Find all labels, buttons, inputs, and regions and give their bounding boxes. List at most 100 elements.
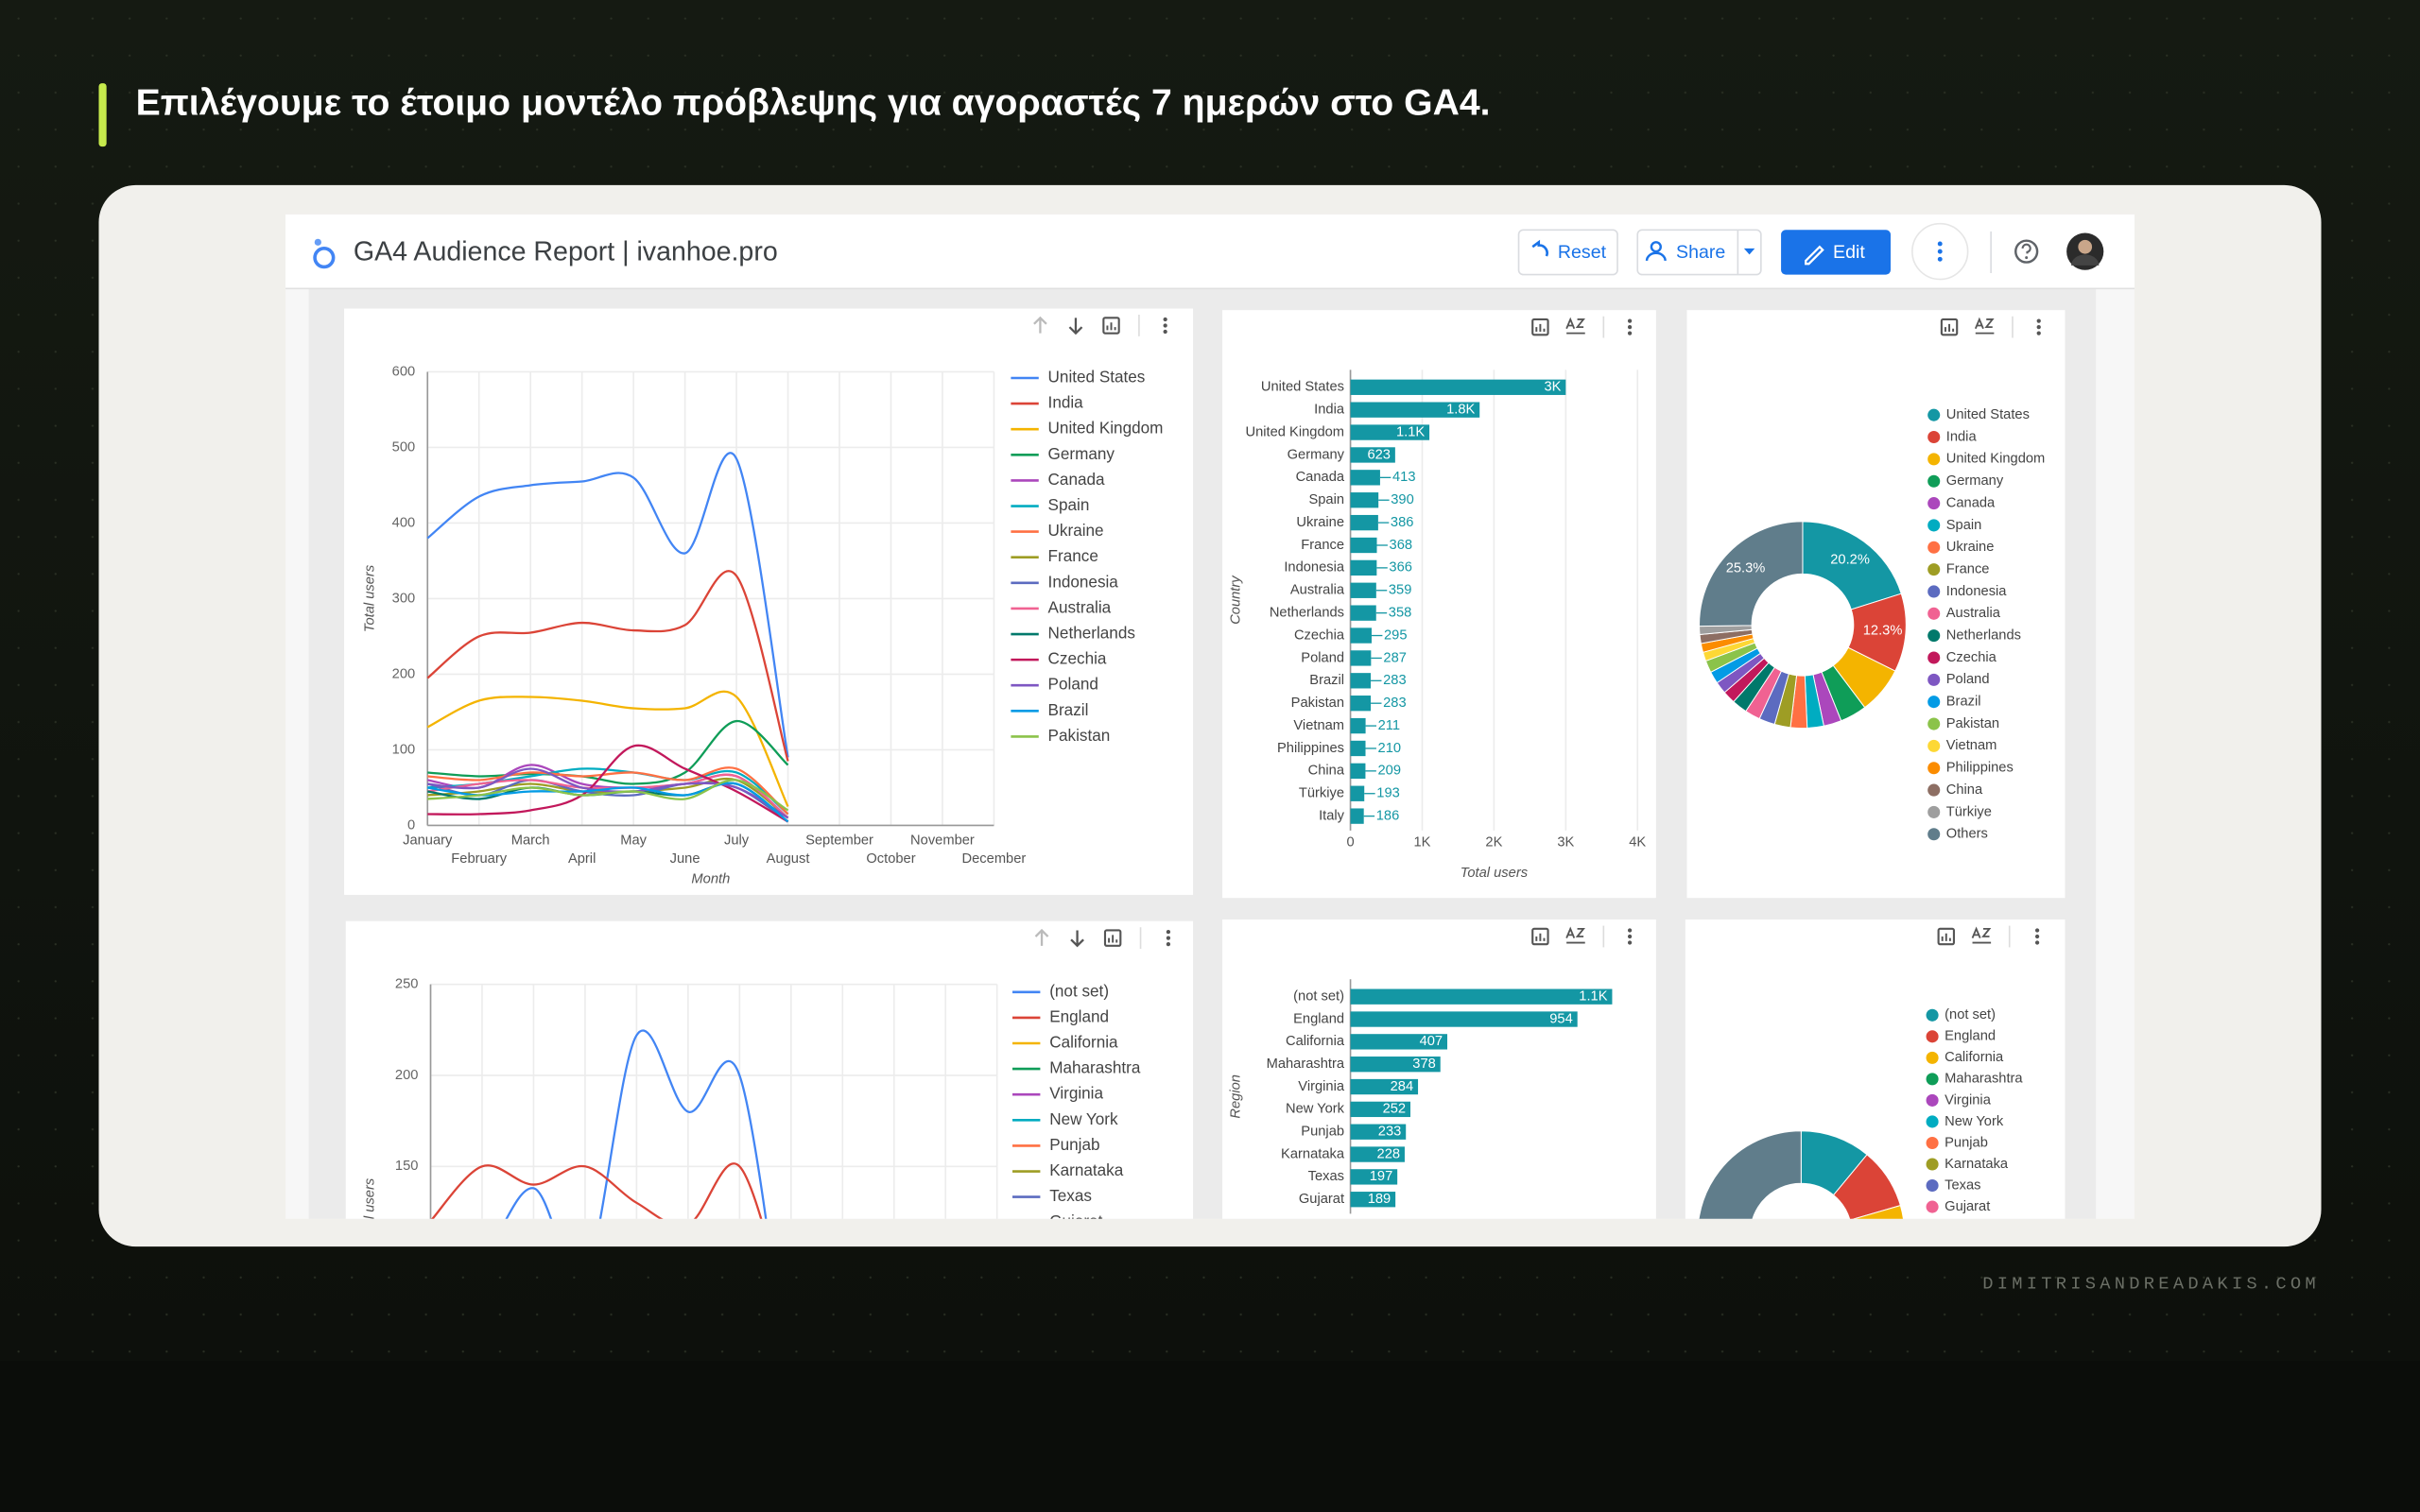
category-label: India: [1314, 403, 1345, 418]
value-label: 1.1K: [1579, 989, 1607, 1005]
category-label: Canada: [1296, 470, 1345, 485]
legend-label: United Kingdom: [1946, 452, 2046, 467]
panel: [345, 920, 1194, 1219]
more-button[interactable]: [1911, 222, 1969, 281]
category-label: China: [1308, 764, 1345, 779]
reset-label[interactable]: Reset: [1558, 242, 1607, 263]
more-icon: [1166, 930, 1171, 935]
legend-label: China: [1946, 782, 1983, 798]
line-series: [427, 766, 789, 816]
legend-label: Türkiye: [1946, 804, 1992, 819]
legend-label: England: [1049, 1006, 1109, 1025]
insights-icon: [1531, 318, 1549, 336]
more-icon: [1163, 323, 1167, 328]
share-label[interactable]: Share: [1676, 242, 1725, 263]
edit-label[interactable]: Edit: [1833, 242, 1865, 263]
insights-icon: [1103, 929, 1122, 947]
bar: [1350, 673, 1372, 689]
bar: [1350, 808, 1364, 824]
legend-label: France: [1048, 546, 1098, 565]
legend-swatch: [1927, 453, 1941, 466]
line-series: [426, 690, 789, 807]
legend-swatch: [1926, 1073, 1939, 1086]
sort-icon: [1070, 930, 1084, 948]
legend-label: Philippines: [1946, 761, 2014, 776]
footer: DIMITRISANDREADAKIS.COM: [1982, 1273, 2320, 1294]
category-label: France: [1301, 538, 1344, 553]
bar: [1350, 1057, 1441, 1073]
category-label: Indonesia: [1284, 560, 1345, 576]
y-axis-title: Country: [1229, 575, 1244, 625]
avatar[interactable]: [2066, 232, 2104, 270]
legend-label: New York: [1945, 1114, 2004, 1129]
legend-label: Poland: [1946, 672, 1990, 687]
line-series: [430, 1162, 763, 1219]
sort-az-icon: [1565, 926, 1585, 944]
legend-label: Others: [1946, 827, 1988, 842]
legend-label: Czechia: [1946, 650, 1997, 665]
legend-label: Netherlands: [1048, 624, 1135, 643]
legend-label: Texas: [1049, 1186, 1092, 1205]
more-icon: [2036, 331, 2041, 335]
legend-swatch: [1926, 1115, 1939, 1128]
insights-icon: [1940, 318, 1959, 336]
y-tick-label: 200: [395, 1068, 419, 1083]
legend-swatch: [1927, 739, 1941, 752]
bar: [1350, 402, 1480, 418]
legend-label: United States: [1048, 368, 1146, 387]
legend-swatch: [1927, 673, 1941, 686]
category-label: Karnataka: [1281, 1146, 1345, 1161]
bottom-band: [0, 1361, 2420, 1512]
bar: [1350, 559, 1377, 576]
more-icon: [1166, 942, 1171, 947]
insights-icon: [1102, 317, 1120, 335]
bar: [1350, 1146, 1405, 1162]
bar: [1350, 988, 1613, 1005]
slice-label: 12.3%: [1863, 624, 1903, 639]
value-label: 378: [1412, 1057, 1436, 1072]
share-button[interactable]: Share: [1636, 229, 1762, 276]
reset-button[interactable]: Reset: [1517, 229, 1618, 276]
value-label: 954: [1549, 1011, 1573, 1026]
legend-label: Indonesia: [1048, 572, 1119, 591]
legend-label: Canada: [1048, 470, 1105, 489]
category-label: Italy: [1319, 808, 1345, 823]
bar: [1350, 379, 1566, 395]
line-series: [426, 570, 789, 762]
help-button[interactable]: [2014, 239, 2039, 264]
legend-swatch: [1926, 1093, 1939, 1107]
value-label: 1.1K: [1396, 424, 1425, 439]
y-tick-label: 0: [407, 817, 415, 833]
panel: [1222, 310, 1656, 899]
legend-label: Indonesia: [1946, 584, 2008, 599]
category-label: Philippines: [1277, 741, 1344, 756]
y-tick-label: 400: [392, 515, 416, 530]
x-tick-label: 2K: [1485, 834, 1502, 850]
legend-swatch: [1927, 783, 1941, 797]
more-icon: [1627, 934, 1633, 939]
category-label: United Kingdom: [1246, 424, 1345, 439]
bar: [1350, 717, 1366, 734]
slice-label: 20.2%: [1830, 553, 1870, 568]
legend-swatch: [1927, 696, 1941, 709]
legend-label: Spain: [1048, 495, 1090, 514]
legend-label: Vietnam: [1946, 738, 1997, 753]
value-label: 386: [1391, 515, 1414, 530]
slide-title: Επιλέγουμε το έτοιμο μοντέλο πρόβλεψης γ…: [136, 82, 1491, 123]
category-label: Netherlands: [1270, 606, 1344, 621]
y-axis-title: Total users: [363, 1177, 378, 1246]
legend-label: Germany: [1048, 444, 1115, 463]
insights-icon: [1535, 933, 1546, 941]
edit-button[interactable]: Edit: [1781, 230, 1891, 275]
category-label: England: [1293, 1011, 1344, 1026]
x-tick-label: August: [767, 851, 810, 867]
more-icon: [1627, 318, 1633, 323]
report-title: GA4 Audience Report | ivanhoe.pro: [354, 236, 778, 266]
legend-label: Brazil: [1048, 700, 1089, 719]
legend-label: Pakistan: [1048, 726, 1111, 745]
y-tick-label: 100: [392, 742, 416, 757]
category-label: Maharashtra: [1267, 1057, 1345, 1072]
x-tick-label: September: [805, 833, 873, 849]
